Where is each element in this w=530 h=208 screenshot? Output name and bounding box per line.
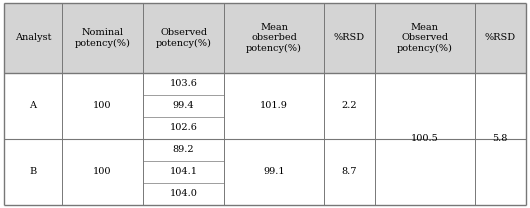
- Text: Nominal
potency(%): Nominal potency(%): [74, 28, 130, 48]
- Text: Mean
obserbed
potency(%): Mean obserbed potency(%): [246, 23, 302, 53]
- Bar: [4, 3, 526, 73]
- Text: 89.2: 89.2: [173, 145, 195, 154]
- Text: 100: 100: [93, 101, 111, 110]
- Text: Observed
potency(%): Observed potency(%): [156, 28, 211, 48]
- Text: 104.1: 104.1: [170, 167, 198, 176]
- Text: A: A: [29, 101, 37, 110]
- Text: 100: 100: [93, 167, 111, 176]
- Text: 103.6: 103.6: [170, 79, 198, 88]
- Text: 99.4: 99.4: [173, 101, 195, 110]
- Text: 2.2: 2.2: [342, 101, 357, 110]
- Text: B: B: [29, 167, 37, 176]
- Text: 100.5: 100.5: [411, 134, 439, 143]
- Text: %RSD: %RSD: [334, 33, 365, 42]
- Text: 8.7: 8.7: [342, 167, 357, 176]
- Text: 5.8: 5.8: [492, 134, 508, 143]
- Text: 99.1: 99.1: [263, 167, 285, 176]
- Bar: [4, 73, 526, 205]
- Text: 102.6: 102.6: [170, 123, 198, 132]
- Text: 101.9: 101.9: [260, 101, 288, 110]
- Text: 104.0: 104.0: [170, 189, 198, 198]
- Text: Mean
Observed
potency(%): Mean Observed potency(%): [397, 23, 453, 53]
- Text: Analyst: Analyst: [15, 33, 51, 42]
- Text: %RSD: %RSD: [484, 33, 516, 42]
